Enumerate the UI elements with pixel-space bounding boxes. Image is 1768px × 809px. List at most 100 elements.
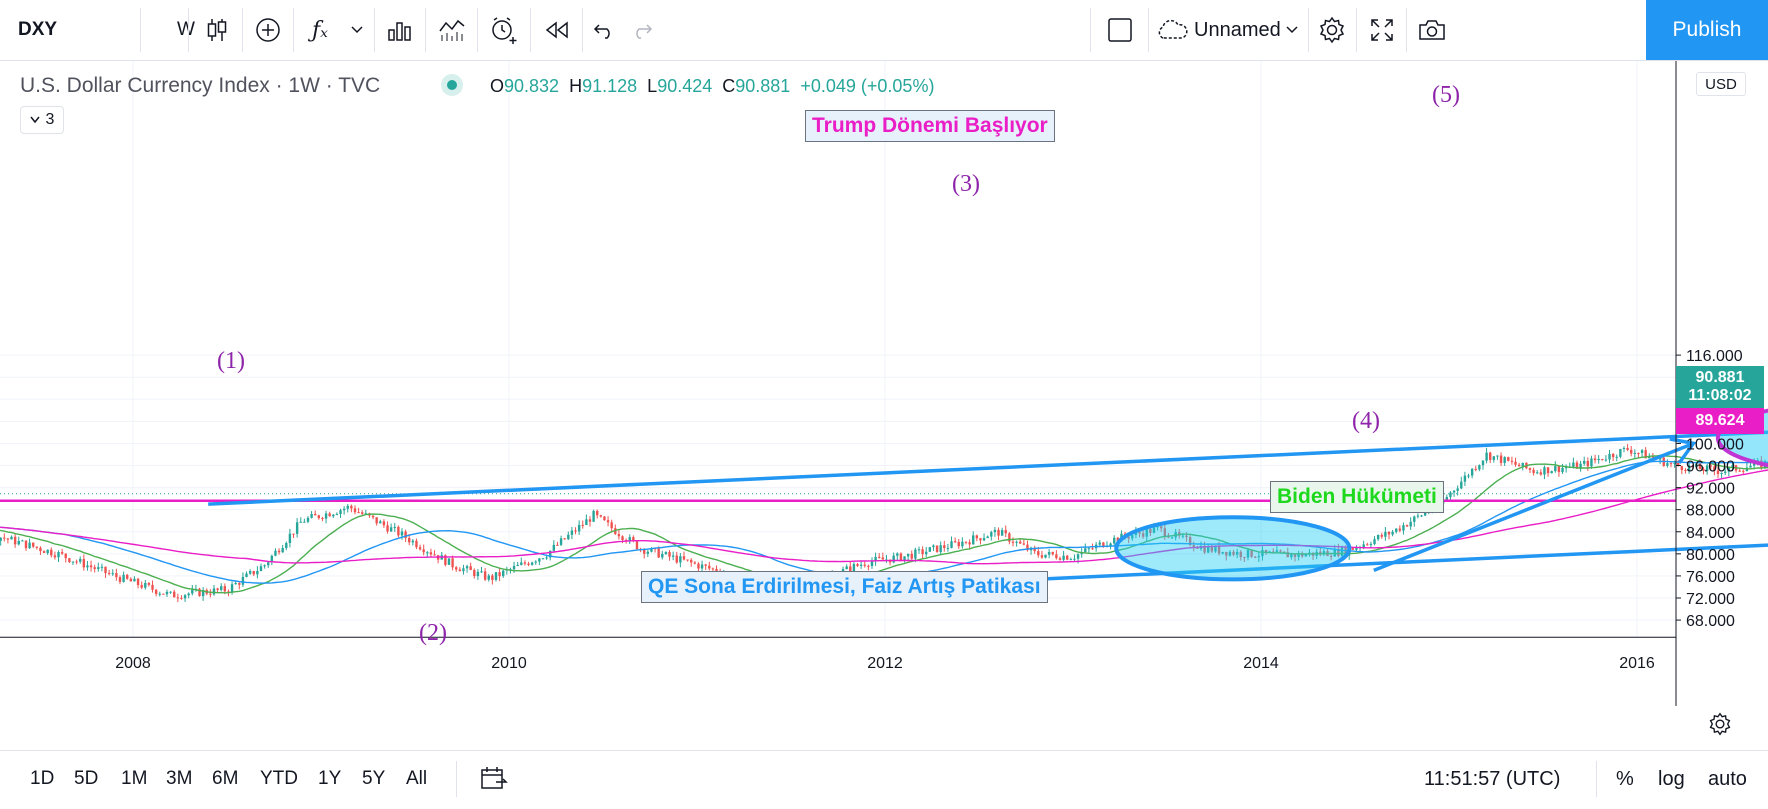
candle-body [1467,475,1470,477]
camera-icon[interactable] [1412,0,1452,60]
candle-body [151,584,154,590]
range-ytd[interactable]: YTD [260,768,298,789]
candle-body [35,546,39,548]
candle-body [661,553,664,558]
candle-body [324,513,328,519]
candle-body [1026,544,1029,551]
candle-body [1141,533,1145,537]
candle-body [596,510,599,516]
range-1m[interactable]: 1M [121,768,148,789]
candle-body [288,533,292,544]
time-tick-label: 2008 [115,655,151,672]
candle-body [295,522,299,534]
candle-body [679,556,682,563]
wave-label-2[interactable]: (2) [419,620,447,646]
candle-body [1160,526,1163,529]
currency-label[interactable]: USD [1696,72,1746,96]
candle-body [943,545,946,549]
undo-icon[interactable] [586,0,622,60]
chart-drawings [0,408,1768,595]
alert-icon[interactable] [482,0,526,60]
candle-body [1113,537,1116,544]
symbol-search-button[interactable]: DXY [18,19,58,40]
candle-body [57,552,60,558]
indicators-icon[interactable] [430,0,474,60]
candle-body [1720,472,1723,474]
fx-icon[interactable]: ƒₓ [312,17,328,43]
annotation-trump[interactable]: Trump Dönemi Başlıyor [805,110,1055,142]
annotation-qe[interactable]: QE Sona Erdirilmesi, Faiz Artış Patikası [641,571,1048,603]
candle-body [342,508,346,511]
close-key: C [722,76,736,96]
candle-body [332,514,335,517]
candle-body [1329,555,1333,557]
auto-scale-toggle[interactable]: auto [1708,767,1747,790]
candle-body [910,553,913,559]
candle-body [129,578,133,582]
range-all[interactable]: All [406,768,428,789]
candle-body [556,544,559,546]
fullscreen-icon[interactable] [1362,0,1402,60]
moving-average-line [0,469,1768,565]
candle-body [1481,460,1485,466]
chart-settings-icon[interactable] [1706,710,1734,738]
plus-circle-icon[interactable] [246,0,290,60]
publish-button[interactable]: Publish [1646,0,1768,60]
candle-body [1445,497,1449,500]
wave-label-4[interactable]: (4) [1352,408,1380,434]
candle-body [1091,548,1094,550]
layout-name[interactable]: Unnamed [1194,18,1281,41]
candle-body [1000,530,1004,536]
layout-square-icon[interactable] [1098,0,1142,60]
candle-body [274,550,277,556]
interval-button[interactable]: W [177,19,195,40]
candles-icon[interactable] [195,0,239,60]
range-1d[interactable]: 1D [30,768,55,789]
candle-body [606,520,610,523]
toolbar-divider [425,8,426,52]
candle-body [892,555,895,563]
moving-average-line [0,454,1768,594]
candle-body [408,538,411,543]
candle-body [859,564,863,566]
settings-icon[interactable] [1312,0,1352,60]
candle-body [1062,555,1065,560]
bar-chart-icon[interactable] [378,0,422,60]
goto-date-icon[interactable] [480,751,508,807]
wave-label-5[interactable]: (5) [1432,82,1460,108]
range-6m[interactable]: 6M [212,768,239,789]
utc-clock[interactable]: 11:51:57 (UTC) [1424,767,1561,790]
wave-label-3[interactable]: (3) [952,171,980,197]
candle-body [28,542,31,549]
price-chart[interactable]: 116.000112.000108.000104.000100.00096.00… [0,61,1768,706]
candle-body [1604,459,1608,461]
candle-body [585,519,588,526]
candle-body [75,561,78,563]
candle-body [183,595,187,599]
range-3m[interactable]: 3M [166,768,193,789]
price-tick-label: 116.000 [1686,348,1743,365]
range-5y[interactable]: 5Y [362,768,386,789]
wave-label-1[interactable]: (1) [217,348,245,374]
candle-body [1749,465,1752,468]
candle-body [990,532,993,537]
annotation-biden[interactable]: Biden Hükümeti [1270,481,1444,513]
range-1y[interactable]: 1Y [318,768,342,789]
candle-body [270,555,274,563]
chevron-down-icon[interactable] [344,0,370,60]
candle-body [906,553,910,557]
replay-icon[interactable] [535,0,579,60]
toolbar-divider [293,8,294,52]
indicators-toggle-button[interactable]: 3 [20,106,64,134]
percent-scale-toggle[interactable]: % [1616,767,1634,790]
candle-body [975,535,979,539]
candle-body [238,583,241,585]
candle-body [1380,535,1383,537]
candle-body [1279,550,1282,552]
redo-icon[interactable] [624,0,660,60]
candle-body [86,565,89,568]
log-scale-toggle[interactable]: log [1658,767,1685,790]
chevron-down-icon[interactable] [1280,0,1304,60]
range-5d[interactable]: 5D [74,768,99,789]
candle-body [1087,548,1091,550]
